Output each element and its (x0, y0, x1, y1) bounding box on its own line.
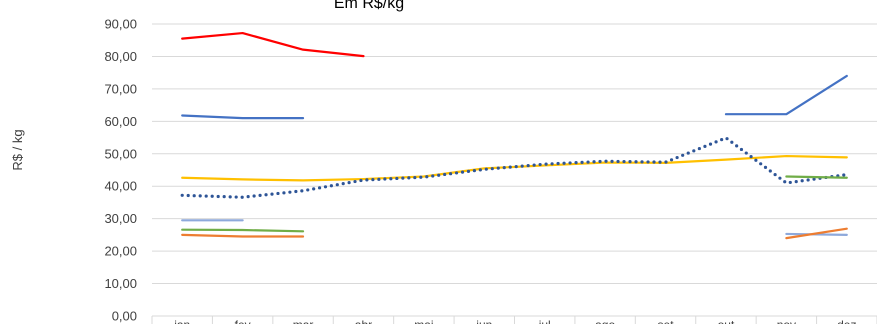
x-tick-label: mai (414, 318, 433, 324)
y-tick-label: 70,00 (104, 81, 137, 96)
series-line-2 (181, 154, 848, 182)
series-line-1 (181, 114, 305, 120)
y-tick-label: 90,00 (104, 17, 137, 32)
x-tick-label: jan (173, 318, 190, 324)
series-line-5 (785, 175, 848, 179)
y-tick-label: 20,00 (104, 244, 137, 259)
y-axis-ticks: 0,00 10,00 20,00 30,00 40,00 50,00 60,00 70,00 8… (104, 17, 137, 324)
series-line-5 (181, 228, 305, 233)
x-tick-label: jun (475, 318, 492, 324)
x-tick-label: set (658, 318, 675, 324)
x-tick-label: ago (595, 318, 615, 324)
gridlines (152, 23, 877, 317)
series-lines (180, 31, 849, 240)
y-axis-label: R$ / kg (10, 129, 25, 170)
series-line-6 (181, 233, 305, 238)
series-line-1 (724, 74, 848, 116)
x-tick-label: abr (355, 318, 372, 324)
x-tick-label: fev (235, 318, 251, 324)
y-tick-label: 80,00 (104, 49, 137, 64)
y-tick-label: 60,00 (104, 114, 137, 129)
x-tick-label: nov (777, 318, 796, 324)
x-tick-label: jul (538, 318, 551, 324)
x-tick-label: mar (293, 318, 314, 324)
x-tick-label: dez (837, 318, 856, 324)
x-tick-label: out (718, 318, 735, 324)
y-tick-label: 10,00 (104, 276, 137, 291)
y-tick-label: 40,00 (104, 179, 137, 194)
series-line-0 (181, 31, 365, 58)
y-tick-label: 50,00 (104, 146, 137, 161)
chart-title: Em R$/kg (334, 0, 404, 12)
series-line-3 (180, 136, 849, 199)
series-line-6 (785, 227, 848, 240)
y-tick-label: 30,00 (104, 211, 137, 226)
y-tick-label: 0,00 (112, 309, 137, 324)
x-axis-ticks: jan fev mar abr mai jun jul ago set out nov dez (151, 316, 877, 324)
